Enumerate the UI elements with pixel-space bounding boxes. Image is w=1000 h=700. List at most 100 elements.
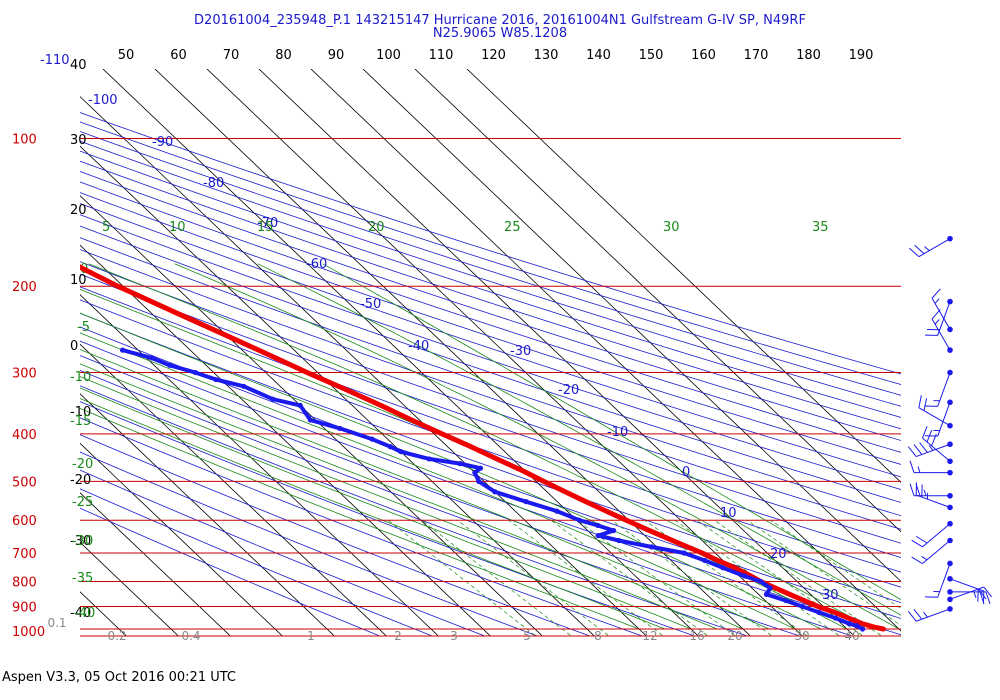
wind-barb-staff (916, 443, 951, 458)
temperature-tick-label: 30 (70, 133, 87, 148)
moist-adiabat-line (80, 312, 822, 630)
pressure-tick-label: 700 (12, 547, 37, 562)
wind-barb-half-flag (934, 319, 940, 325)
wind-barb (925, 399, 953, 437)
dewpoint-point (648, 544, 655, 550)
pressure-tick-label: 300 (12, 367, 37, 382)
dewpoint-point (783, 597, 789, 604)
dewpoint-point (800, 603, 806, 610)
wind-barb-flag (913, 608, 923, 620)
mixing-ratio-line (457, 519, 609, 636)
moist-adiabat-line (80, 349, 770, 630)
isotherm-line (80, 393, 335, 636)
dewpoint-point (337, 425, 343, 432)
temperature-tick-label: -30 (70, 534, 91, 549)
wind-barb-flag (909, 483, 915, 496)
moist-adiabat-line (80, 398, 666, 630)
dry-adiabat-label: 0 (682, 465, 690, 480)
dewpoint-point (832, 615, 839, 621)
mixing-ratio-label: 20 (727, 629, 742, 643)
moist-adiabat-line (80, 387, 692, 630)
chart-subtitle-position: N25.9065 W85.1208 (432, 26, 568, 41)
wind-barb-staff (931, 318, 951, 351)
dewpoint-point (523, 499, 529, 505)
isotherm-line (80, 492, 231, 636)
dewpoint-point (767, 585, 773, 591)
wind-barb-half-flag (973, 591, 977, 599)
dewpoint-point (426, 456, 432, 462)
wind-barb-staff (916, 608, 951, 622)
moist-adiabat-label: -20 (72, 457, 93, 472)
wind-barb-staff (918, 238, 951, 258)
wind-barb-flag (911, 539, 923, 548)
dry-adiabat-line (80, 286, 901, 573)
dry-adiabat-label: -40 (408, 339, 429, 354)
isotherm-line (80, 195, 543, 636)
dry-adiabat-line (80, 355, 853, 636)
theta-tick-label: 110 (429, 48, 454, 63)
dry-adiabat-line (80, 326, 901, 619)
isotherm-line (80, 343, 387, 636)
mixing-ratio-label: 1 (307, 629, 315, 643)
wind-barb-flag (907, 446, 917, 457)
dry-adiabat-line (80, 249, 901, 530)
wind-barb (925, 369, 953, 407)
dewpoint-point (576, 517, 582, 523)
temperature-tick-label: -10 (70, 405, 91, 420)
isotherm-line (80, 442, 283, 636)
mixing-ratio-line (746, 519, 901, 626)
dewpoint-point (681, 550, 687, 556)
theta-tick-label: 120 (481, 48, 506, 63)
wind-barb-flag (909, 247, 920, 258)
pressure-tick-label: 400 (12, 428, 37, 443)
wind-barb-flag (926, 430, 933, 443)
pressure-tick-label: 900 (12, 601, 37, 616)
wind-barb-flag (914, 244, 925, 255)
dry-adiabat-line (80, 273, 901, 558)
dry-adiabat-line (80, 385, 748, 636)
temperature-profile-line (80, 264, 886, 632)
wind-barb-station-dot (947, 504, 953, 511)
theta-tick-label: 90 (328, 48, 345, 63)
moist-adiabat-label: 5 (102, 220, 110, 235)
dry-adiabat-line (80, 401, 695, 636)
dry-adiabat-label: -110 (40, 53, 70, 68)
moist-adiabat-line (80, 376, 718, 630)
moist-adiabat-line (88, 263, 874, 630)
dry-adiabat-line (80, 417, 643, 636)
mixing-ratio-label: 0.4 (181, 629, 200, 643)
dewpoint-point (860, 626, 866, 632)
moist-adiabat-label: 20 (368, 220, 385, 235)
dry-adiabat-line (80, 121, 901, 385)
moist-adiabat-label: 30 (663, 220, 680, 235)
moist-adiabat-label: 15 (257, 220, 274, 235)
wind-barb-flag (931, 433, 937, 447)
theta-tick-label: 50 (118, 48, 135, 63)
mixing-ratio-label: 12 (642, 629, 657, 643)
wind-barb-flag (985, 591, 991, 605)
dry-adiabat-line (80, 160, 901, 430)
mixing-ratio-line (696, 519, 863, 636)
footer-version-timestamp: Aspen V3.3, 05 Oct 2016 00:21 UTC (2, 670, 236, 685)
dry-adiabat-line (80, 181, 901, 453)
grid-lines (80, 69, 901, 636)
dewpoint-point (270, 396, 276, 402)
theta-tick-label: 130 (534, 48, 559, 63)
theta-tick-label: 150 (639, 48, 664, 63)
pressure-tick-label: 100 (12, 133, 37, 148)
moist-adiabat-line (257, 263, 901, 616)
dewpoint-point (611, 527, 617, 534)
dewpoint-point (241, 383, 247, 389)
dry-adiabat-label: -90 (152, 135, 173, 150)
moist-adiabat-label: -15 (70, 414, 91, 429)
wind-barb (915, 482, 953, 511)
wind-barb (925, 560, 953, 598)
wind-barb-flag (921, 426, 928, 439)
dry-adiabat-line (80, 469, 485, 636)
temperature-tick-label: -20 (70, 473, 91, 488)
dewpoint-point (758, 578, 764, 585)
mixing-ratio-line (387, 519, 536, 636)
dewpoint-point (742, 573, 748, 579)
theta-tick-label: 100 (376, 48, 401, 63)
